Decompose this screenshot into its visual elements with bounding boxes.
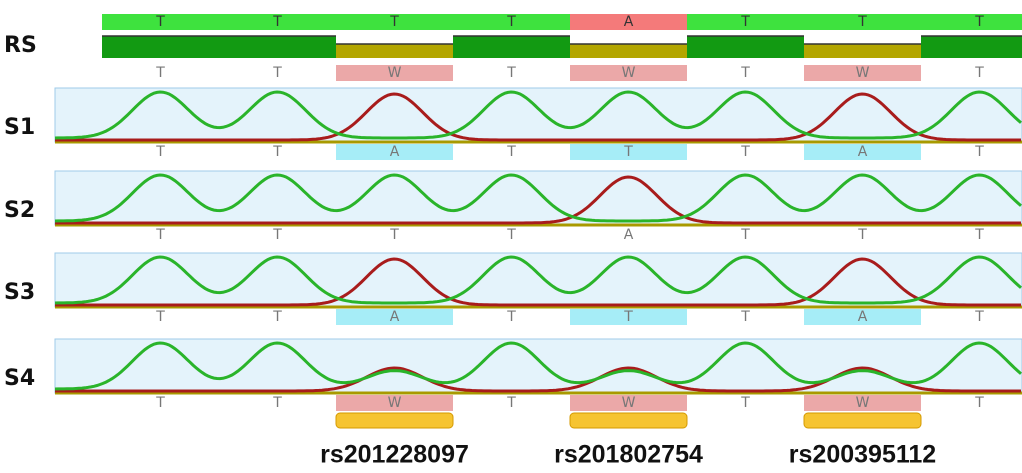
- chromatogram-figure: RS T T T T A T T T S1 S2 S3 S4 T T W T W T W T T T A T T T A T T T T T A…: [0, 0, 1022, 473]
- reference-base: T: [857, 14, 867, 30]
- sample-label: S1: [4, 115, 35, 140]
- base-call: T: [155, 309, 165, 325]
- base-call: T: [506, 227, 516, 243]
- base-call: T: [155, 395, 165, 411]
- coverage-bar: [921, 36, 1022, 58]
- base-call: T: [389, 227, 399, 243]
- base-call: T: [740, 65, 750, 81]
- base-call: T: [155, 227, 165, 243]
- coverage-bar: [219, 36, 336, 58]
- base-call: T: [974, 144, 984, 160]
- base-call: W: [622, 65, 636, 81]
- snp-id: rs201802754: [554, 441, 703, 469]
- sample-label: S3: [4, 280, 35, 305]
- base-call: A: [390, 309, 400, 325]
- base-call: T: [623, 309, 633, 325]
- reference-label: RS: [4, 33, 37, 58]
- snp-bar: [804, 413, 921, 428]
- base-call: T: [974, 309, 984, 325]
- base-call: T: [740, 227, 750, 243]
- base-call: W: [856, 65, 870, 81]
- base-call: W: [856, 395, 870, 411]
- base-call: T: [974, 65, 984, 81]
- base-call: T: [506, 144, 516, 160]
- base-call: T: [974, 227, 984, 243]
- base-call: T: [272, 227, 282, 243]
- base-call: T: [740, 309, 750, 325]
- trace-background: [55, 253, 1022, 307]
- snp-bar: [570, 413, 687, 428]
- reference-base: T: [506, 14, 516, 30]
- base-call: T: [740, 144, 750, 160]
- reference-base: T: [155, 14, 165, 30]
- base-call: T: [974, 395, 984, 411]
- base-call: W: [388, 395, 402, 411]
- reference-base: T: [740, 14, 750, 30]
- base-call: T: [272, 65, 282, 81]
- reference-base: T: [389, 14, 399, 30]
- reference-base: T: [974, 14, 984, 30]
- base-call: T: [272, 395, 282, 411]
- reference-base-bar: [921, 14, 1022, 30]
- base-call: A: [858, 309, 868, 325]
- reference-base: A: [624, 14, 634, 30]
- base-call: A: [624, 227, 634, 243]
- coverage-bar: [804, 44, 921, 58]
- base-call: W: [388, 65, 402, 81]
- trace-background: [55, 339, 1022, 393]
- sample-label: S4: [4, 366, 35, 391]
- coverage-bar: [336, 44, 453, 58]
- base-call: A: [390, 144, 400, 160]
- base-call: T: [272, 144, 282, 160]
- base-call: T: [155, 65, 165, 81]
- base-call: T: [272, 309, 282, 325]
- base-call: T: [506, 309, 516, 325]
- base-call: A: [858, 144, 868, 160]
- snp-id: rs201228097: [320, 441, 469, 469]
- base-call: T: [623, 144, 633, 160]
- base-call: T: [740, 395, 750, 411]
- coverage-bar: [687, 36, 804, 58]
- coverage-bar: [570, 44, 687, 58]
- base-call: T: [155, 144, 165, 160]
- base-call: T: [506, 395, 516, 411]
- snp-id: rs200395112: [789, 441, 936, 469]
- sample-label: S2: [4, 198, 35, 223]
- coverage-bar: [102, 36, 219, 58]
- base-call: T: [506, 65, 516, 81]
- base-call: T: [857, 227, 867, 243]
- reference-base: T: [272, 14, 282, 30]
- coverage-bar: [453, 36, 570, 58]
- snp-bar: [336, 413, 453, 428]
- trace-background: [55, 88, 1022, 142]
- base-call: W: [622, 395, 636, 411]
